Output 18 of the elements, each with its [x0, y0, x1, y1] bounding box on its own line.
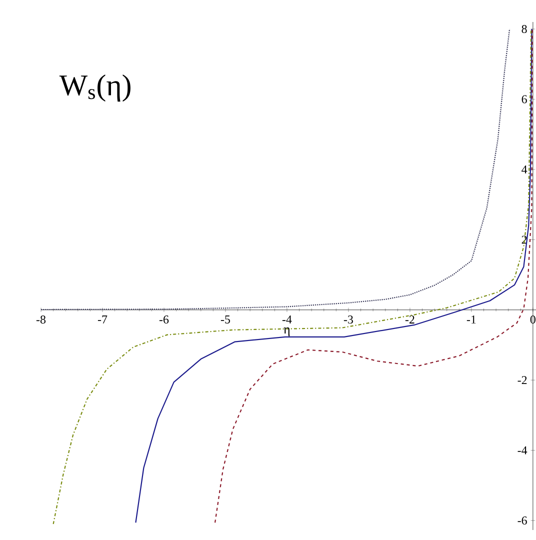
- x-tick-label: -8: [36, 316, 46, 324]
- x-tick-label: -4: [282, 316, 292, 324]
- y-tick-label: -2: [518, 376, 527, 384]
- x-tick-label: -6: [159, 316, 169, 324]
- x-tick-label: -2: [405, 316, 414, 324]
- y-tick-label: 4: [522, 166, 528, 174]
- y-tick-label: -4: [518, 446, 528, 454]
- x-tick-label: -5: [220, 316, 230, 324]
- x-tick-label: -7: [98, 316, 108, 324]
- y-tick-label: 6: [522, 95, 527, 104]
- x-tick-label: -3: [344, 316, 353, 324]
- y-tick-label: -6: [518, 516, 527, 525]
- line-series: [41, 28, 510, 310]
- y-tick-label: 8: [522, 24, 527, 34]
- x-tick-label: 0: [530, 316, 536, 324]
- x-axis-title: η: [284, 327, 290, 336]
- x-tick-label: -1: [466, 316, 476, 324]
- text: W$_{s}$(η): [59, 74, 130, 102]
